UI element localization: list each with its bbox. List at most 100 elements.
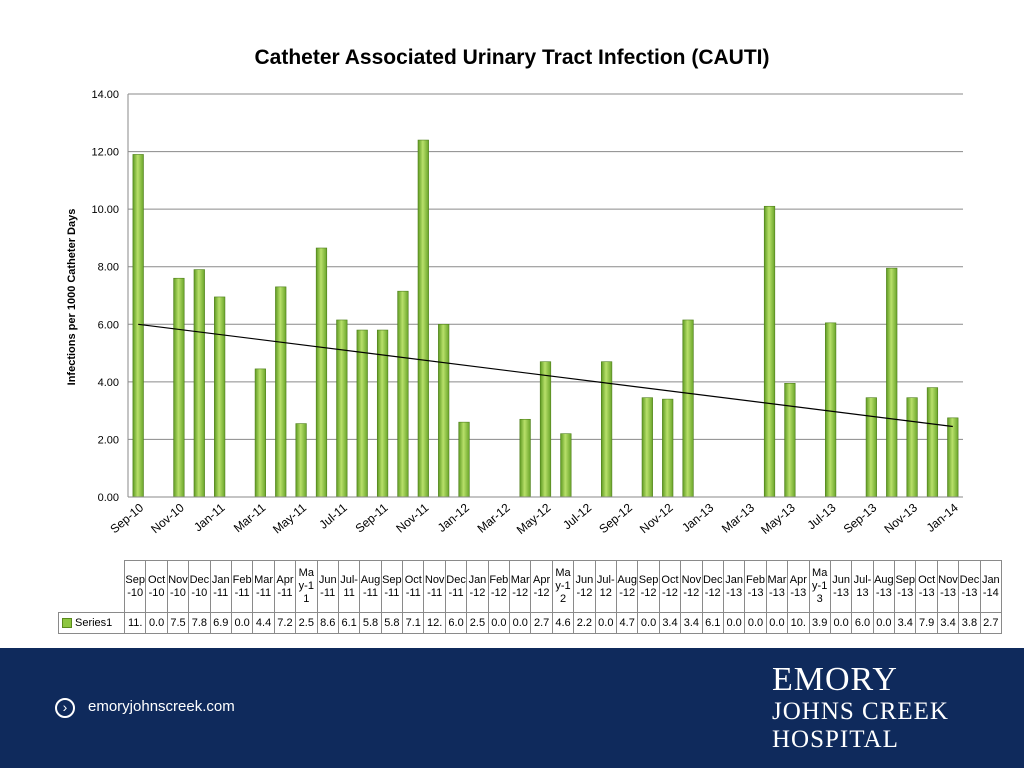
table-value-cell: 10. [787, 612, 810, 634]
table-header-cell: Feb-13 [744, 560, 767, 613]
hospital-logo: EMORY JOHNS CREEK HOSPITAL [772, 662, 949, 754]
table-value-cell: 2.2 [573, 612, 596, 634]
table-header-cell: Dec-13 [958, 560, 981, 613]
y-axis-ticks: 0.00 2.00 4.00 6.00 8.00 10.00 12.00 14.00 [91, 89, 119, 504]
x-tick-label: Mar-12 [475, 500, 513, 535]
table-value-cell: 6.1 [701, 612, 724, 634]
table-header-cell: Feb-11 [230, 560, 254, 613]
legend-key-icon [62, 617, 72, 628]
table-value-cell: 3.4 [894, 612, 917, 634]
table-header-cell: Nov-12 [680, 560, 703, 613]
table-value-cell: 4.4 [252, 612, 275, 634]
x-tick-label: Mar-13 [719, 500, 757, 535]
table-header-cell: Sep-12 [637, 560, 660, 613]
table-header-cell: Jan-14 [979, 560, 1003, 613]
table-value-cell: 3.8 [958, 612, 981, 634]
table-header-cell: Jan-13 [722, 560, 746, 613]
table-header-cell: Nov-13 [936, 560, 960, 613]
table-header-cell: Dec-11 [444, 560, 468, 613]
table-value-cell: 3.4 [658, 612, 682, 634]
bar [214, 296, 226, 498]
x-axis-labels: Sep-10 Nov-10 Jan-11 Mar-11 May-11 Jul-11 Sep-… [107, 500, 961, 537]
logo-line-3: HOSPITAL [772, 726, 899, 753]
x-tick-label: May-11 [270, 500, 309, 536]
table-header-cell: Jun-11 [316, 560, 339, 613]
arrow-right-circle-icon[interactable]: › [55, 698, 75, 718]
x-tick-label: Jan-14 [924, 500, 961, 535]
table-value-cell: 0.0 [487, 612, 511, 634]
x-tick-label: Nov-12 [637, 500, 676, 536]
table-value-cell: 2.7 [979, 612, 1003, 634]
table-value-cell: 4.7 [615, 612, 639, 634]
axes [127, 94, 963, 498]
table-header-cell: Jul-13 [851, 560, 874, 613]
bar [438, 323, 450, 498]
table-header-cell: Jul-12 [594, 560, 617, 613]
table-header-cell: Jan-11 [209, 560, 232, 613]
x-tick-label: Jan-13 [679, 500, 716, 535]
table-value-cell: 6.0 [444, 612, 468, 634]
cauti-bar-chart: 0.00 2.00 4.00 6.00 8.00 10.00 12.00 14.00 Sep-… [66, 89, 963, 537]
table-header-cell: Dec-12 [701, 560, 724, 613]
x-tick-label: May-13 [758, 500, 798, 537]
series-label-cell: Series1 [58, 612, 125, 634]
table-value-cell: 3.4 [936, 612, 960, 634]
table-value-cell: 0.0 [637, 612, 660, 634]
bar [539, 361, 552, 498]
table-value-cell: 4.6 [551, 612, 575, 634]
x-tick-label: Sep-11 [353, 500, 391, 535]
x-tick-label: Nov-10 [148, 500, 187, 536]
footer-bar [0, 648, 1024, 768]
table-value-cell: 0.0 [230, 612, 254, 634]
bar [356, 329, 368, 498]
data-table: Sep-10 Oct-10 Nov-10 Dec-10 Jan-11 Feb-11 Mar-… [58, 560, 1003, 634]
y-tick-label: 12.00 [91, 147, 119, 159]
table-value-cell: 6.1 [337, 612, 361, 634]
website-link[interactable]: emoryjohnscreek.com [88, 698, 235, 715]
trendline [138, 323, 953, 428]
table-value-cell: 0.0 [145, 612, 168, 634]
bar [417, 139, 429, 498]
x-tick-label: Sep-12 [596, 500, 635, 536]
table-value-cell: 7.1 [402, 612, 425, 634]
x-tick-label: Sep-10 [107, 500, 146, 536]
table-value-cell: 5.8 [380, 612, 404, 634]
table-value-cell: 5.8 [359, 612, 382, 634]
table-header-cell: Sep-10 [123, 560, 147, 613]
bar [560, 433, 572, 498]
x-tick-label: Sep-13 [841, 500, 880, 536]
table-value-cell: 0.0 [744, 612, 767, 634]
y-tick-label: 8.00 [98, 262, 119, 274]
x-tick-label: Mar-11 [231, 500, 269, 535]
bar [397, 290, 409, 498]
table-value-cell: 0.0 [765, 612, 789, 634]
bar [295, 423, 307, 498]
table-header-cell: Jun-13 [829, 560, 853, 613]
table-header-cell: Oct-10 [145, 560, 168, 613]
table-header-cell: Apr-11 [273, 560, 297, 613]
bar [784, 382, 796, 498]
table-value-cell: 2.5 [466, 612, 489, 634]
table-header-cell: Aug-13 [872, 560, 896, 613]
table-header-cell: Aug-12 [615, 560, 639, 613]
table-value-cell: 0.0 [594, 612, 617, 634]
bar [682, 319, 694, 498]
table-header-cell: Oct-13 [915, 560, 938, 613]
table-value-cell: 7.5 [166, 612, 190, 634]
y-tick-label: 14.00 [91, 89, 119, 101]
y-tick-label: 0.00 [98, 492, 119, 504]
table-header-row: Sep-10 Oct-10 Nov-10 Dec-10 Jan-11 Feb-11 Mar-… [59, 560, 1003, 613]
y-tick-label: 6.00 [98, 319, 119, 331]
table-header-cell: Jul-11 [337, 560, 361, 613]
table-value-cell: 6.0 [851, 612, 874, 634]
table-header-cell: Jan-12 [466, 560, 489, 613]
table-value-cell: 3.9 [808, 612, 831, 634]
bar [947, 417, 959, 498]
bar [886, 267, 898, 498]
bar [458, 421, 470, 498]
bar [315, 247, 328, 498]
table-header-cell: Nov-10 [166, 560, 190, 613]
table-value-cell: 2.5 [295, 612, 318, 634]
x-tick-label: Nov-11 [393, 500, 431, 535]
y-tick-label: 10.00 [91, 204, 119, 216]
